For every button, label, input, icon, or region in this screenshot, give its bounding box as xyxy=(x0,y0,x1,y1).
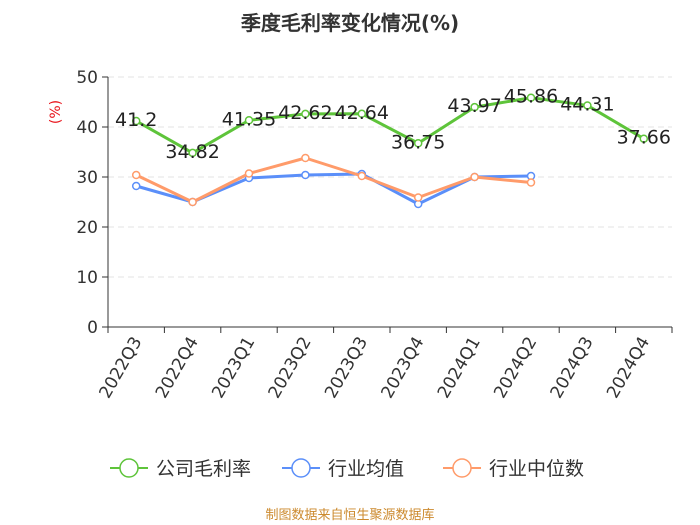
x-tick-label: 2023Q4 xyxy=(377,334,428,402)
x-tick-label: 2022Q3 xyxy=(95,334,146,402)
data-label: 34.82 xyxy=(165,141,219,163)
data-label: 36.75 xyxy=(391,131,445,153)
data-point xyxy=(526,93,536,102)
data-label: 37.66 xyxy=(617,127,671,149)
x-tick-label: 2023Q3 xyxy=(321,334,372,402)
data-point xyxy=(131,181,141,191)
data-point xyxy=(526,178,536,187)
data-label: 41.35 xyxy=(222,108,276,130)
data-point xyxy=(244,116,254,125)
series-line xyxy=(135,156,532,204)
data-point xyxy=(470,172,479,182)
x-tick-label: 2024Q3 xyxy=(547,334,598,402)
data-label: 44.31 xyxy=(560,93,614,115)
data-label: 42.64 xyxy=(335,102,389,124)
data-point xyxy=(131,170,141,180)
legend-marker xyxy=(119,458,139,478)
data-point xyxy=(413,139,423,148)
x-tick-label: 2024Q2 xyxy=(490,334,541,402)
data-point xyxy=(639,134,649,143)
legend-item-0: 公司毛利率 xyxy=(110,458,251,480)
legend: 公司毛利率 行业均值 行业中位数 xyxy=(110,458,584,480)
data-point xyxy=(357,109,367,119)
data-point xyxy=(470,102,479,112)
x-tick-label: 2023Q2 xyxy=(265,334,316,402)
data-point xyxy=(131,116,141,126)
legend-label: 行业均值 xyxy=(328,458,404,480)
series-2 xyxy=(131,153,536,207)
data-label: 45.86 xyxy=(504,86,558,108)
legend-label: 公司毛利率 xyxy=(156,458,251,480)
x-tick-label: 2022Q4 xyxy=(152,334,203,402)
data-point xyxy=(301,170,310,180)
data-point xyxy=(357,171,367,181)
y-tick-label: 30 xyxy=(76,168,98,188)
data-point xyxy=(583,101,592,110)
x-tick-label: 2023Q1 xyxy=(208,334,259,402)
legend-label: 行业中位数 xyxy=(489,458,584,480)
data-point xyxy=(301,153,310,163)
y-tick-label: 40 xyxy=(76,118,98,138)
grid-lines xyxy=(108,76,672,278)
legend-marker xyxy=(291,458,311,478)
data-point xyxy=(413,193,423,202)
y-tick-label: 10 xyxy=(76,268,98,288)
legend-marker xyxy=(452,458,472,478)
chart-title: 季度毛利率变化情况(%) xyxy=(240,11,459,35)
legend-item-1: 行业均值 xyxy=(282,458,404,480)
data-point xyxy=(188,148,197,158)
data-point xyxy=(188,197,197,207)
x-tick-label: 2024Q4 xyxy=(603,334,654,402)
y-tick-label: 50 xyxy=(76,68,98,88)
legend-item-2: 行业中位数 xyxy=(443,458,584,480)
data-label: 42.62 xyxy=(278,102,332,124)
source-note: 制图数据来自恒生聚源数据库 xyxy=(265,507,434,523)
data-point xyxy=(244,169,254,178)
data-point xyxy=(301,109,310,119)
series-line xyxy=(135,96,645,155)
data-label: 41.2 xyxy=(115,109,157,131)
y-axis-label: (%) xyxy=(48,100,64,124)
series-0 xyxy=(131,93,649,158)
x-tick-label: 2024Q1 xyxy=(434,333,485,401)
y-tick-label: 20 xyxy=(76,218,98,238)
y-tick-label: 0 xyxy=(87,318,98,338)
data-label: 43.97 xyxy=(447,95,501,117)
